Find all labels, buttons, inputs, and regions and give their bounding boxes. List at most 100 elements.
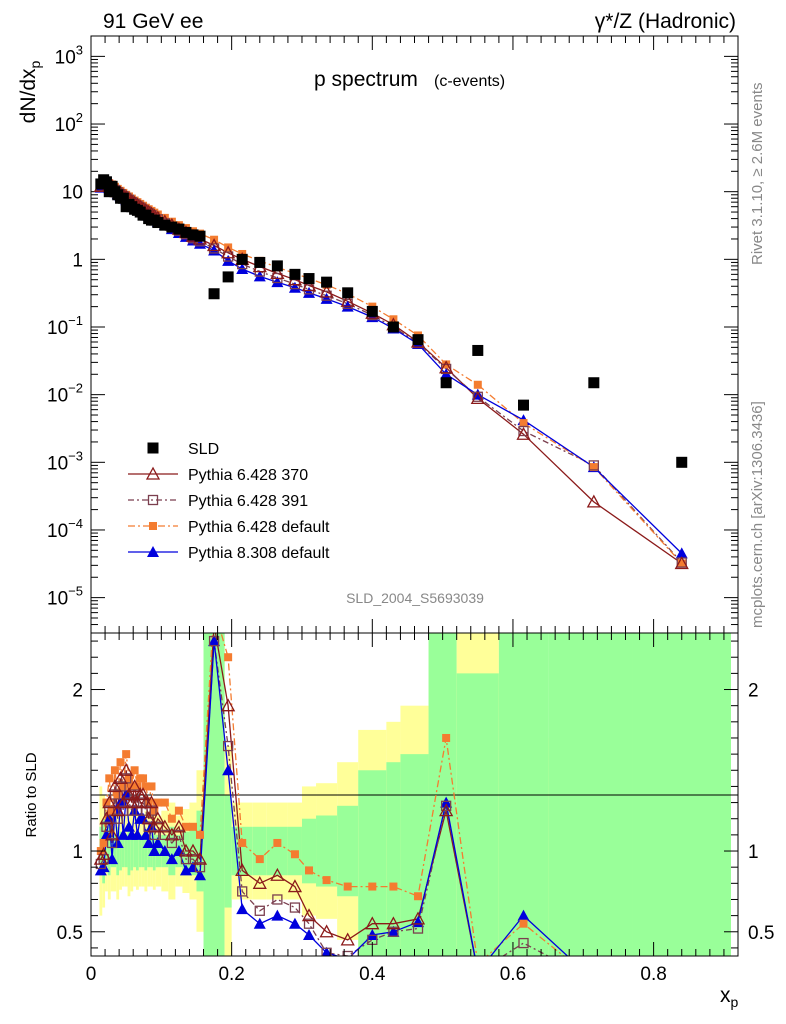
- main-point-sld: [321, 276, 333, 288]
- ratio-point-p370: [270, 867, 285, 881]
- main-yticks: 10−5 10−4 10−3 10−2 10−1 1 10 102 103: [47, 35, 738, 634]
- ratio-series: [93, 633, 569, 956]
- ratio-point-p391: [101, 821, 112, 832]
- ratio-band-green: [136, 831, 139, 871]
- ratio-point-p6def: [238, 838, 247, 847]
- ratio-band-green: [147, 834, 151, 868]
- ratio-point-p370: [147, 819, 162, 833]
- main-point-p391: [222, 251, 234, 262]
- ratio-point-p8def: [517, 909, 530, 921]
- main-ytick-label: 102: [55, 110, 83, 136]
- ratio-point-p6def: [305, 866, 314, 875]
- side-text-bottom-label: mcplots.cern.ch [arXiv:1306.3436]: [749, 401, 766, 628]
- main-point-sld: [159, 219, 171, 231]
- main-point-sld: [222, 271, 234, 283]
- ratio-point-p370: [141, 811, 156, 825]
- ratio-point-p6def: [113, 790, 122, 799]
- main-point-sld: [271, 260, 283, 272]
- ratio-point-p391: [303, 918, 315, 929]
- main-point-p370: [439, 360, 454, 374]
- ratio-band-green: [138, 834, 142, 868]
- main-point-sld: [152, 217, 164, 229]
- main-point-sld: [588, 377, 600, 389]
- main-point-p370: [674, 556, 689, 570]
- ratio-point-p370: [107, 779, 123, 793]
- ratio-point-p391: [440, 800, 452, 811]
- ratio-band-green: [266, 826, 288, 876]
- ratio-point-p370: [319, 924, 334, 938]
- ratio-band-green: [316, 815, 338, 887]
- main-point-p8def: [675, 547, 688, 559]
- main-point-sld: [303, 273, 315, 285]
- ratio-xticks: 0 0.2 0.4 0.6 0.8: [86, 633, 725, 985]
- ratio-point-p391: [342, 950, 353, 956]
- ratio-point-p6def: [181, 822, 190, 831]
- ratio-point-p391: [180, 853, 192, 865]
- ratio-point-p370: [252, 875, 267, 889]
- main-ylabel: dN/dxp: [17, 60, 43, 123]
- main-point-p370: [270, 266, 285, 280]
- legend-marker-p6def: [149, 522, 157, 530]
- ratio-band-green: [124, 834, 128, 868]
- main-point-sld: [289, 268, 301, 280]
- ratio-xtick-label: 0.4: [359, 964, 386, 985]
- ratio-point-p391: [388, 926, 399, 937]
- main-ytick-label: 10−5: [47, 584, 83, 610]
- main-point-p6def: [473, 380, 482, 389]
- main-point-sld: [208, 288, 220, 300]
- ratio-band-green: [141, 834, 145, 868]
- ratio-band-green: [358, 770, 387, 956]
- side-text-top-label: Rivet 3.1.10, ≥ 2.6M events: [749, 83, 766, 266]
- ratio-point-p6def: [196, 830, 205, 839]
- ratio-point-p6def: [147, 782, 156, 791]
- main-point-sld: [342, 287, 354, 299]
- main-point-p6def: [519, 419, 528, 428]
- legend-label: Pythia 6.428 370: [188, 467, 308, 484]
- main-point-sld: [676, 456, 688, 468]
- ratio-yticks: 0.5 0.5 1 1 2 2: [57, 640, 774, 949]
- ratio-point-p370: [365, 916, 380, 930]
- main-point-sld: [518, 399, 530, 411]
- ratio-point-p370: [96, 846, 111, 860]
- ratio-point-p370: [340, 932, 355, 946]
- ratio-xtick-label: 0.2: [218, 964, 244, 985]
- legend-label: SLD: [188, 441, 219, 458]
- main-ytick-label: 103: [55, 42, 83, 68]
- ratio-point-p370: [301, 908, 317, 922]
- ratio-point-p370: [105, 827, 120, 841]
- ratio-point-p8def: [137, 812, 150, 824]
- ratio-point-p391: [222, 740, 234, 752]
- ratio-point-p370: [113, 770, 128, 784]
- ratio-band-green: [119, 831, 122, 871]
- ratio-point-p370: [135, 787, 151, 801]
- ratio-point-p370: [150, 811, 165, 825]
- ratio-point-p8def: [288, 917, 301, 929]
- main-ytick-label: 10−1: [47, 313, 83, 339]
- legend-marker-p370: [145, 466, 161, 480]
- legend-marker-sld: [147, 442, 159, 454]
- ratio-band-green: [144, 831, 148, 871]
- ratio-ylabel-text: Ratio to SLD: [23, 752, 40, 837]
- main-point-p370: [516, 426, 531, 440]
- ratio-point-p8def: [97, 861, 110, 873]
- ratio-ytick-label-right: 1: [748, 842, 759, 863]
- legend-marker-p391: [147, 494, 159, 506]
- ratio-point-p8def: [158, 845, 171, 857]
- main-panel: 10−5 10−4 10−3 10−2 10−1 1 10 102 103 p spectrum…: [17, 35, 739, 634]
- main-point-p6def: [677, 559, 686, 568]
- ratio-point-p8def: [100, 828, 113, 840]
- ratio-point-p370: [127, 779, 142, 793]
- ratio-point-p6def: [119, 782, 128, 791]
- main-point-p370: [301, 278, 317, 292]
- ratio-point-p8def: [321, 946, 332, 956]
- ratio-point-p6def: [99, 838, 108, 847]
- ratio-point-p391: [109, 789, 121, 800]
- ratio-point-p391: [321, 947, 332, 956]
- ratio-point-p8def: [222, 764, 235, 776]
- main-point-p8def: [303, 286, 316, 298]
- ratio-point-p370: [185, 843, 201, 857]
- ratio-point-p370: [439, 803, 454, 817]
- main-point-p370: [319, 284, 334, 298]
- ratio-point-p370: [192, 851, 208, 865]
- ratio-band-green: [127, 826, 131, 876]
